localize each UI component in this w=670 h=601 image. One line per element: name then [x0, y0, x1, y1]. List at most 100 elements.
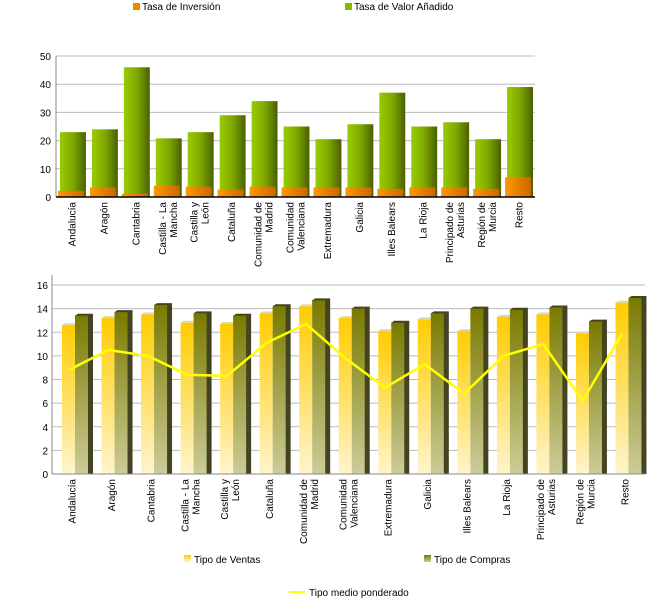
x-tick-label: Región deMurcia — [576, 479, 598, 525]
x-tick-label: Principado deAsturias — [445, 202, 467, 264]
bar-ventas — [220, 323, 234, 474]
x-tick-label: ComunidadValenciana — [286, 202, 308, 254]
bar-top — [457, 329, 474, 332]
bar-ventas — [378, 331, 392, 474]
bar-top — [338, 316, 355, 319]
y-tick-label: 0 — [42, 470, 48, 481]
investment-chart: 0 10 20 30 40 50 Andalucía Aragón Cantabria Casti… — [40, 2, 535, 267]
bar-top — [101, 316, 118, 319]
bar-top — [417, 317, 434, 320]
bar-inversion — [217, 189, 244, 197]
bar-ventas — [536, 314, 550, 474]
bar-inversion — [281, 187, 308, 197]
x-tick-label: Illes Balears — [387, 202, 398, 256]
x-tick-label: Región deMurcia — [477, 202, 499, 248]
bar-compras — [509, 309, 523, 474]
bar-valor-anadido — [283, 126, 310, 197]
x-tick-label: Aragón — [99, 202, 110, 234]
rates-chart: 0 2 4 6 8 10 12 14 16 Andalucía Aragón Cantabria Cas… — [37, 275, 647, 599]
bar-compras — [588, 321, 602, 474]
bar-valor-anadido — [315, 139, 342, 197]
bar-compras — [312, 300, 326, 474]
bar-compras — [549, 307, 563, 474]
line-tipo-medio — [68, 322, 624, 404]
x-tick-label: Principado deAsturias — [536, 479, 558, 541]
bar-ventas — [457, 331, 471, 474]
bar-compras — [430, 313, 444, 474]
bar-compras — [233, 315, 247, 474]
bar-valor-anadido — [219, 115, 246, 197]
bar-valor-anadido — [60, 132, 86, 197]
x-tick-label: Resto — [621, 479, 632, 506]
bar-top — [575, 331, 592, 334]
y-tick-label: 6 — [42, 399, 48, 410]
bar-valor-anadido — [187, 132, 214, 197]
bar-top — [536, 312, 553, 315]
y-tick-label: 8 — [42, 376, 48, 387]
y-tick-label: 10 — [40, 165, 52, 176]
bar-inversion — [345, 187, 372, 197]
bar-top — [141, 312, 158, 315]
x-tick-label: Castilla yLeón — [190, 202, 212, 243]
y-tick-label: 2 — [42, 446, 48, 457]
bar-ventas — [101, 318, 115, 474]
bar-compras — [114, 312, 128, 474]
x-tick-label: Cantabria — [146, 479, 157, 523]
x-tick-label: Castilla - LaMancha — [180, 479, 202, 532]
bar-ventas — [496, 316, 510, 474]
x-tick-label: Cataluña — [265, 479, 276, 519]
x-tick-label: Comunidad deMadrid — [254, 202, 276, 267]
bar-compras — [351, 308, 365, 474]
bar-inversion — [153, 185, 180, 197]
legend-swatch — [133, 3, 140, 10]
bar-inversion — [249, 186, 276, 197]
bar-inversion — [185, 186, 212, 197]
bar-inversion — [58, 190, 84, 197]
legend-label: Tipo de Ventas — [194, 555, 260, 566]
bar-top — [62, 323, 78, 326]
legend-label: Tipo medio ponderado — [309, 588, 409, 599]
bar-ventas — [338, 318, 352, 474]
bar-inversion — [121, 193, 148, 197]
x-tick-label: La Rioja — [419, 202, 430, 239]
bar-inversion — [505, 177, 531, 197]
bar-valor-anadido — [443, 122, 470, 197]
y-tick-label: 16 — [37, 281, 49, 292]
bar-inversion — [313, 187, 340, 197]
legend-label: Tasa de Valor Añadido — [354, 2, 454, 13]
x-tick-label: Extremadura — [323, 202, 334, 260]
bar-valor-anadido — [475, 139, 502, 197]
y-tick-label: 20 — [40, 137, 52, 148]
legend-label: Tipo de Compras — [434, 555, 510, 566]
bar-ventas — [299, 306, 313, 474]
bar-valor-anadido — [91, 129, 118, 197]
legend-swatch — [184, 555, 191, 562]
bar-compras — [154, 305, 168, 474]
y-tick-label: 14 — [37, 305, 49, 316]
bar-top — [220, 321, 237, 324]
bar-top — [180, 320, 197, 323]
bar-inversion — [409, 187, 436, 197]
bar-valor-anadido — [379, 92, 406, 197]
x-tick-label: Aragón — [107, 479, 118, 511]
bar-top — [378, 329, 395, 332]
x-tick-label: Galicia — [355, 202, 366, 233]
bar-compras — [75, 315, 88, 474]
bar-valor-anadido — [347, 124, 374, 197]
legend-swatch — [345, 3, 352, 10]
bar-compras — [470, 308, 484, 474]
bar-valor-anadido — [251, 101, 278, 197]
x-tick-label: Andalucía — [67, 202, 78, 247]
bar-top — [299, 304, 316, 307]
legend-label: Tasa de Inversión — [142, 2, 220, 13]
x-tick-label: Cantabria — [131, 202, 142, 246]
x-tick-label: Illes Balears — [463, 479, 474, 533]
bar-compras — [391, 322, 405, 474]
y-tick-label: 50 — [40, 52, 52, 63]
y-tick-label: 12 — [37, 328, 49, 339]
x-tick-label: Extremadura — [384, 479, 395, 537]
bar-ventas — [141, 314, 155, 474]
bar-inversion — [441, 187, 468, 197]
x-tick-label: Galicia — [423, 479, 434, 510]
